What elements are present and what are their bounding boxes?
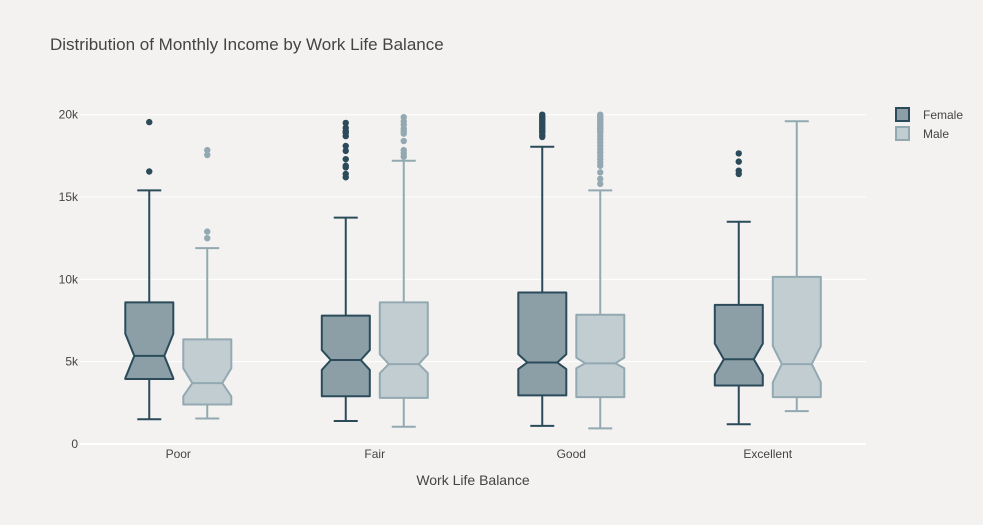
x-tick-label: Fair: [364, 447, 385, 461]
outlier-point: [400, 113, 407, 121]
box-female-fair[interactable]: [320, 119, 371, 422]
chart-title: Distribution of Monthly Income by Work L…: [50, 35, 444, 54]
outlier-point: [342, 124, 349, 132]
box-plot-area: [124, 111, 822, 430]
notched-box: [517, 291, 568, 397]
notched-box: [771, 275, 822, 399]
x-tick-label: Poor: [166, 447, 191, 461]
legend-swatch: [895, 126, 910, 141]
y-tick-label: 15k: [59, 190, 79, 204]
outlier-point: [735, 167, 742, 174]
outlier-point: [342, 170, 349, 178]
legend-label: Male: [923, 127, 949, 141]
outlier-point: [400, 137, 407, 145]
outlier-point: [146, 118, 153, 126]
outlier-point: [342, 119, 349, 127]
x-tick-label: Excellent: [743, 447, 792, 461]
legend[interactable]: Female Male: [895, 107, 963, 141]
outlier-point: [204, 151, 211, 159]
y-tick-label: 0: [71, 437, 78, 451]
series-female: [124, 111, 764, 427]
legend-item-male[interactable]: Male: [895, 126, 949, 141]
legend-label: Female: [923, 108, 963, 122]
notched-box: [378, 301, 429, 399]
notched-box: [575, 313, 626, 399]
y-tick-label: 20k: [59, 108, 79, 122]
outlier-point: [342, 142, 349, 150]
x-tick-label: Good: [557, 447, 586, 461]
outlier-point: [204, 146, 211, 154]
legend-item-female[interactable]: Female: [895, 107, 963, 122]
series-male: [182, 111, 822, 430]
outlier-point: [735, 150, 742, 157]
outlier-point: [342, 147, 349, 155]
box-male-poor[interactable]: [182, 146, 233, 420]
notched-box: [320, 314, 371, 398]
notched-box: [124, 301, 175, 380]
outlier-point: [597, 169, 604, 176]
outlier-point: [735, 158, 742, 165]
outlier-point: [400, 146, 407, 154]
outlier-point: [597, 180, 604, 188]
box-female-good[interactable]: [517, 111, 568, 427]
box-female-excellent[interactable]: [713, 150, 764, 426]
outlier-point: [204, 228, 211, 235]
outlier-point: [342, 162, 349, 169]
axes: 0 5k 10k 15k 20k Poor Fair Good Excellent: [59, 108, 793, 461]
outlier-point: [539, 111, 546, 118]
outlier-point: [597, 111, 604, 118]
outlier-point: [146, 168, 153, 175]
box-female-poor[interactable]: [124, 118, 175, 421]
y-tick-label: 10k: [59, 272, 79, 286]
outlier-point: [342, 155, 349, 163]
outlier-point: [204, 234, 211, 242]
box-male-fair[interactable]: [378, 113, 429, 428]
box-male-excellent[interactable]: [771, 120, 822, 413]
y-tick-label: 5k: [65, 355, 79, 369]
outlier-point: [597, 175, 604, 183]
x-axis-title: Work Life Balance: [416, 472, 530, 488]
notched-box: [713, 303, 764, 387]
legend-swatch: [895, 107, 910, 122]
notched-box: [182, 338, 233, 406]
box-male-good[interactable]: [575, 111, 626, 430]
